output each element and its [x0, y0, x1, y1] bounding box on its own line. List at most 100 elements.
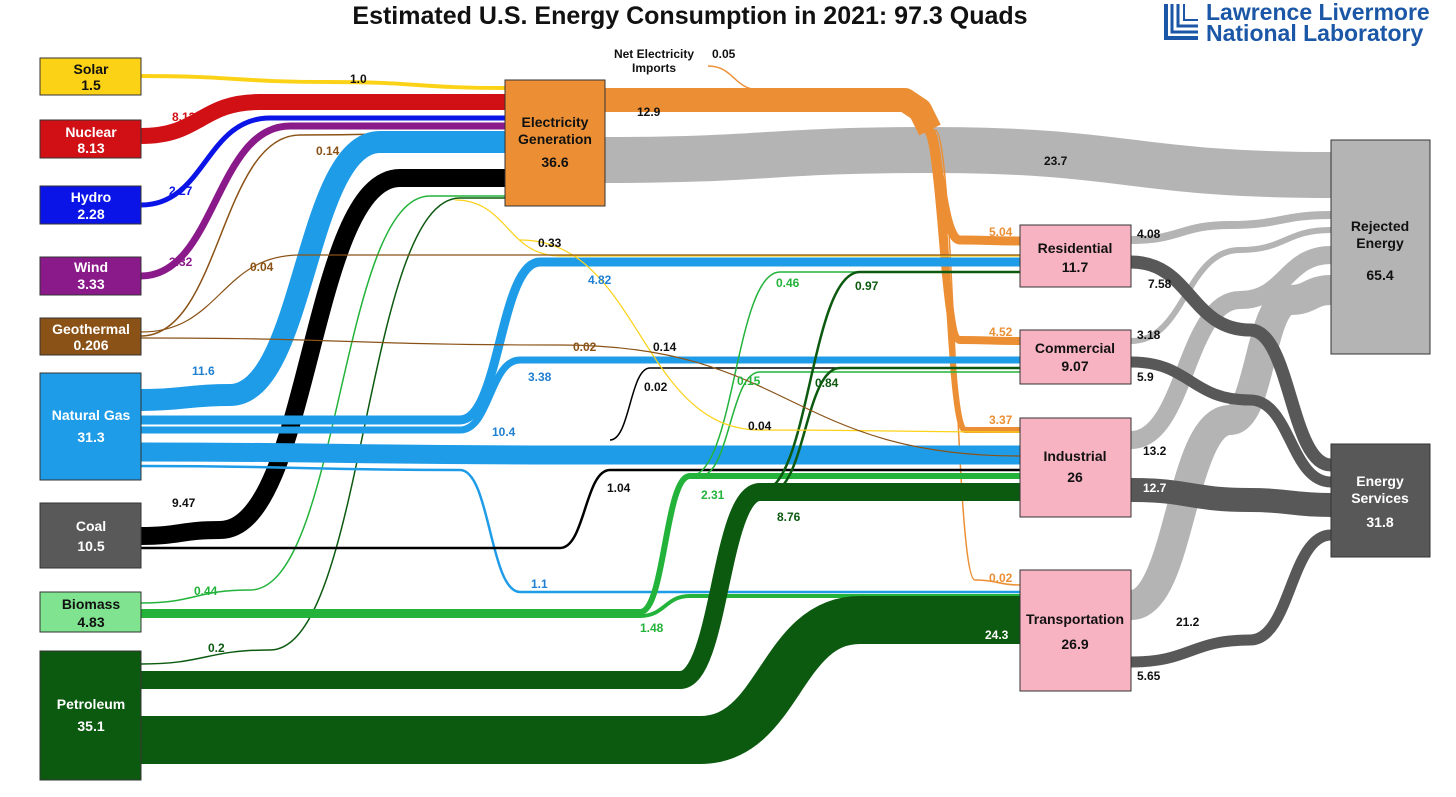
label-elec-res: 5.04 [989, 225, 1013, 239]
residential-label: Residential [1038, 240, 1113, 256]
label-ng-tra: 1.1 [531, 577, 548, 591]
flow-elec-ind [927, 127, 1020, 433]
label-nuclear-elec: 8.13 [172, 110, 196, 124]
label-tra-rej: 21.2 [1176, 615, 1200, 629]
transportation-value: 26.9 [1061, 636, 1088, 652]
label-bio-res: 0.46 [776, 276, 800, 290]
biomass-box [39, 591, 142, 633]
label-elec-com: 4.52 [989, 325, 1013, 339]
label-ind-rej: 13.2 [1143, 444, 1167, 458]
label-elec-total: 12.9 [637, 105, 661, 119]
label-bio-tra: 1.48 [640, 621, 664, 635]
flow-imports [707, 65, 761, 91]
rejected-energy-box [1330, 139, 1431, 355]
commercial-value: 9.07 [1061, 358, 1088, 374]
source-boxes: Solar 1.5 Nuclear 8.13 Hydro 2.28 Wind 3… [39, 57, 142, 781]
hydro-box [39, 185, 142, 225]
flow-coal-ind [140, 468, 1020, 550]
flow-nuclear-elec [140, 94, 505, 144]
label-tra-srv: 5.65 [1137, 669, 1161, 683]
label-elec-tra: 0.02 [989, 571, 1013, 585]
wind-value: 3.33 [77, 276, 104, 292]
services-label-line-1: Energy [1356, 473, 1404, 489]
electricity-value: 36.6 [541, 154, 568, 170]
flow-ng-ind [140, 442, 1020, 465]
llnl-logo-mark-icon [1164, 4, 1198, 40]
coal-box [39, 502, 142, 569]
label-bio-ind: 2.31 [701, 488, 725, 502]
services-value: 31.8 [1366, 514, 1393, 530]
petroleum-box [39, 650, 142, 781]
label-geo-ind: 0.02 [573, 340, 597, 354]
flow-hydro-elec [140, 115, 505, 208]
flow-pet-tra [140, 595, 1020, 765]
solar-label: Solar [73, 61, 109, 77]
hydro-label: Hydro [71, 189, 111, 205]
flow-ind-rejected [1129, 246, 1332, 449]
flow-ng-tra [140, 464, 1020, 594]
label-com-srv: 5.9 [1137, 370, 1154, 384]
transportation-box [1019, 569, 1132, 692]
flow-ng-res [140, 257, 1020, 425]
label-coal-ind: 1.04 [607, 481, 631, 495]
biomass-label: Biomass [62, 596, 121, 612]
label-elec-rej: 23.7 [1044, 154, 1068, 168]
llnl-logo: Lawrence Livermore National Laboratory [1164, 0, 1430, 46]
flow-com-services [1130, 356, 1332, 488]
flow-tra-rejected [1127, 275, 1332, 620]
geothermal-value: 0.206 [73, 337, 108, 353]
flow-pet-elec [140, 197, 505, 665]
flow-wind-elec [140, 122, 505, 280]
label-pet-ind: 8.76 [777, 510, 801, 524]
page-title: Estimated U.S. Energy Consumption in 202… [352, 2, 1027, 30]
flow-geo-ind [140, 337, 1021, 457]
flow-coal-elec [140, 168, 505, 545]
residential-value: 11.7 [1062, 259, 1089, 275]
flow-tra-services [1130, 529, 1332, 668]
net-imports-label-line-1: Net Electricity [614, 47, 694, 61]
wind-label: Wind [74, 259, 108, 275]
rejected-label-line-1: Rejected [1351, 218, 1409, 234]
label-solar-ind: 0.04 [748, 419, 772, 433]
flow-ind-services [1130, 478, 1332, 517]
sector-boxes: Residential 11.7 Commercial 9.07 Industr… [1019, 224, 1132, 692]
nuclear-value: 8.13 [77, 140, 104, 156]
rejected-value: 65.4 [1366, 267, 1393, 283]
label-wind-elec: 3.32 [169, 255, 193, 269]
label-solar-com: 0.14 [653, 340, 677, 354]
nuclear-label: Nuclear [65, 124, 117, 140]
industrial-label: Industrial [1043, 448, 1106, 464]
solar-box [39, 57, 142, 96]
flow-solar-elec [140, 74, 506, 90]
coal-label: Coal [76, 518, 106, 534]
flow-solar-res [454, 199, 1020, 257]
label-pet-res: 0.97 [855, 279, 879, 293]
label-geo-res: 0.04 [250, 260, 274, 274]
industrial-value: 26 [1067, 469, 1083, 485]
commercial-box [1019, 329, 1132, 385]
label-hydro-elec: 2.27 [169, 184, 193, 198]
flow-com-rejected [1130, 227, 1332, 344]
label-ng-com: 3.38 [528, 370, 552, 384]
petroleum-value: 35.1 [77, 718, 104, 734]
flow-pet-res [759, 270, 1020, 494]
logo-line-1: Lawrence Livermore [1206, 0, 1430, 25]
natural-gas-box [39, 372, 142, 481]
biomass-value: 4.83 [77, 614, 104, 630]
logo-line-2: National Laboratory [1206, 20, 1423, 46]
petroleum-label: Petroleum [57, 696, 125, 712]
label-coal-com: 0.02 [644, 380, 668, 394]
coal-value: 10.5 [77, 538, 104, 554]
net-imports-label-line-2: Imports [632, 61, 676, 75]
flow-bands [140, 65, 1333, 765]
electricity-generation-box [504, 79, 606, 207]
label-geo-elec: 0.14 [316, 144, 340, 158]
transportation-label: Transportation [1026, 611, 1124, 627]
natural-gas-value: 31.3 [77, 429, 104, 445]
commercial-label: Commercial [1035, 340, 1115, 356]
flow-ng-elec [140, 130, 505, 411]
flow-labels: 1.0 8.13 2.27 3.32 0.14 0.04 0.02 11.6 4… [169, 72, 1200, 683]
hydro-value: 2.28 [77, 206, 104, 222]
label-elec-ind: 3.37 [989, 413, 1013, 427]
